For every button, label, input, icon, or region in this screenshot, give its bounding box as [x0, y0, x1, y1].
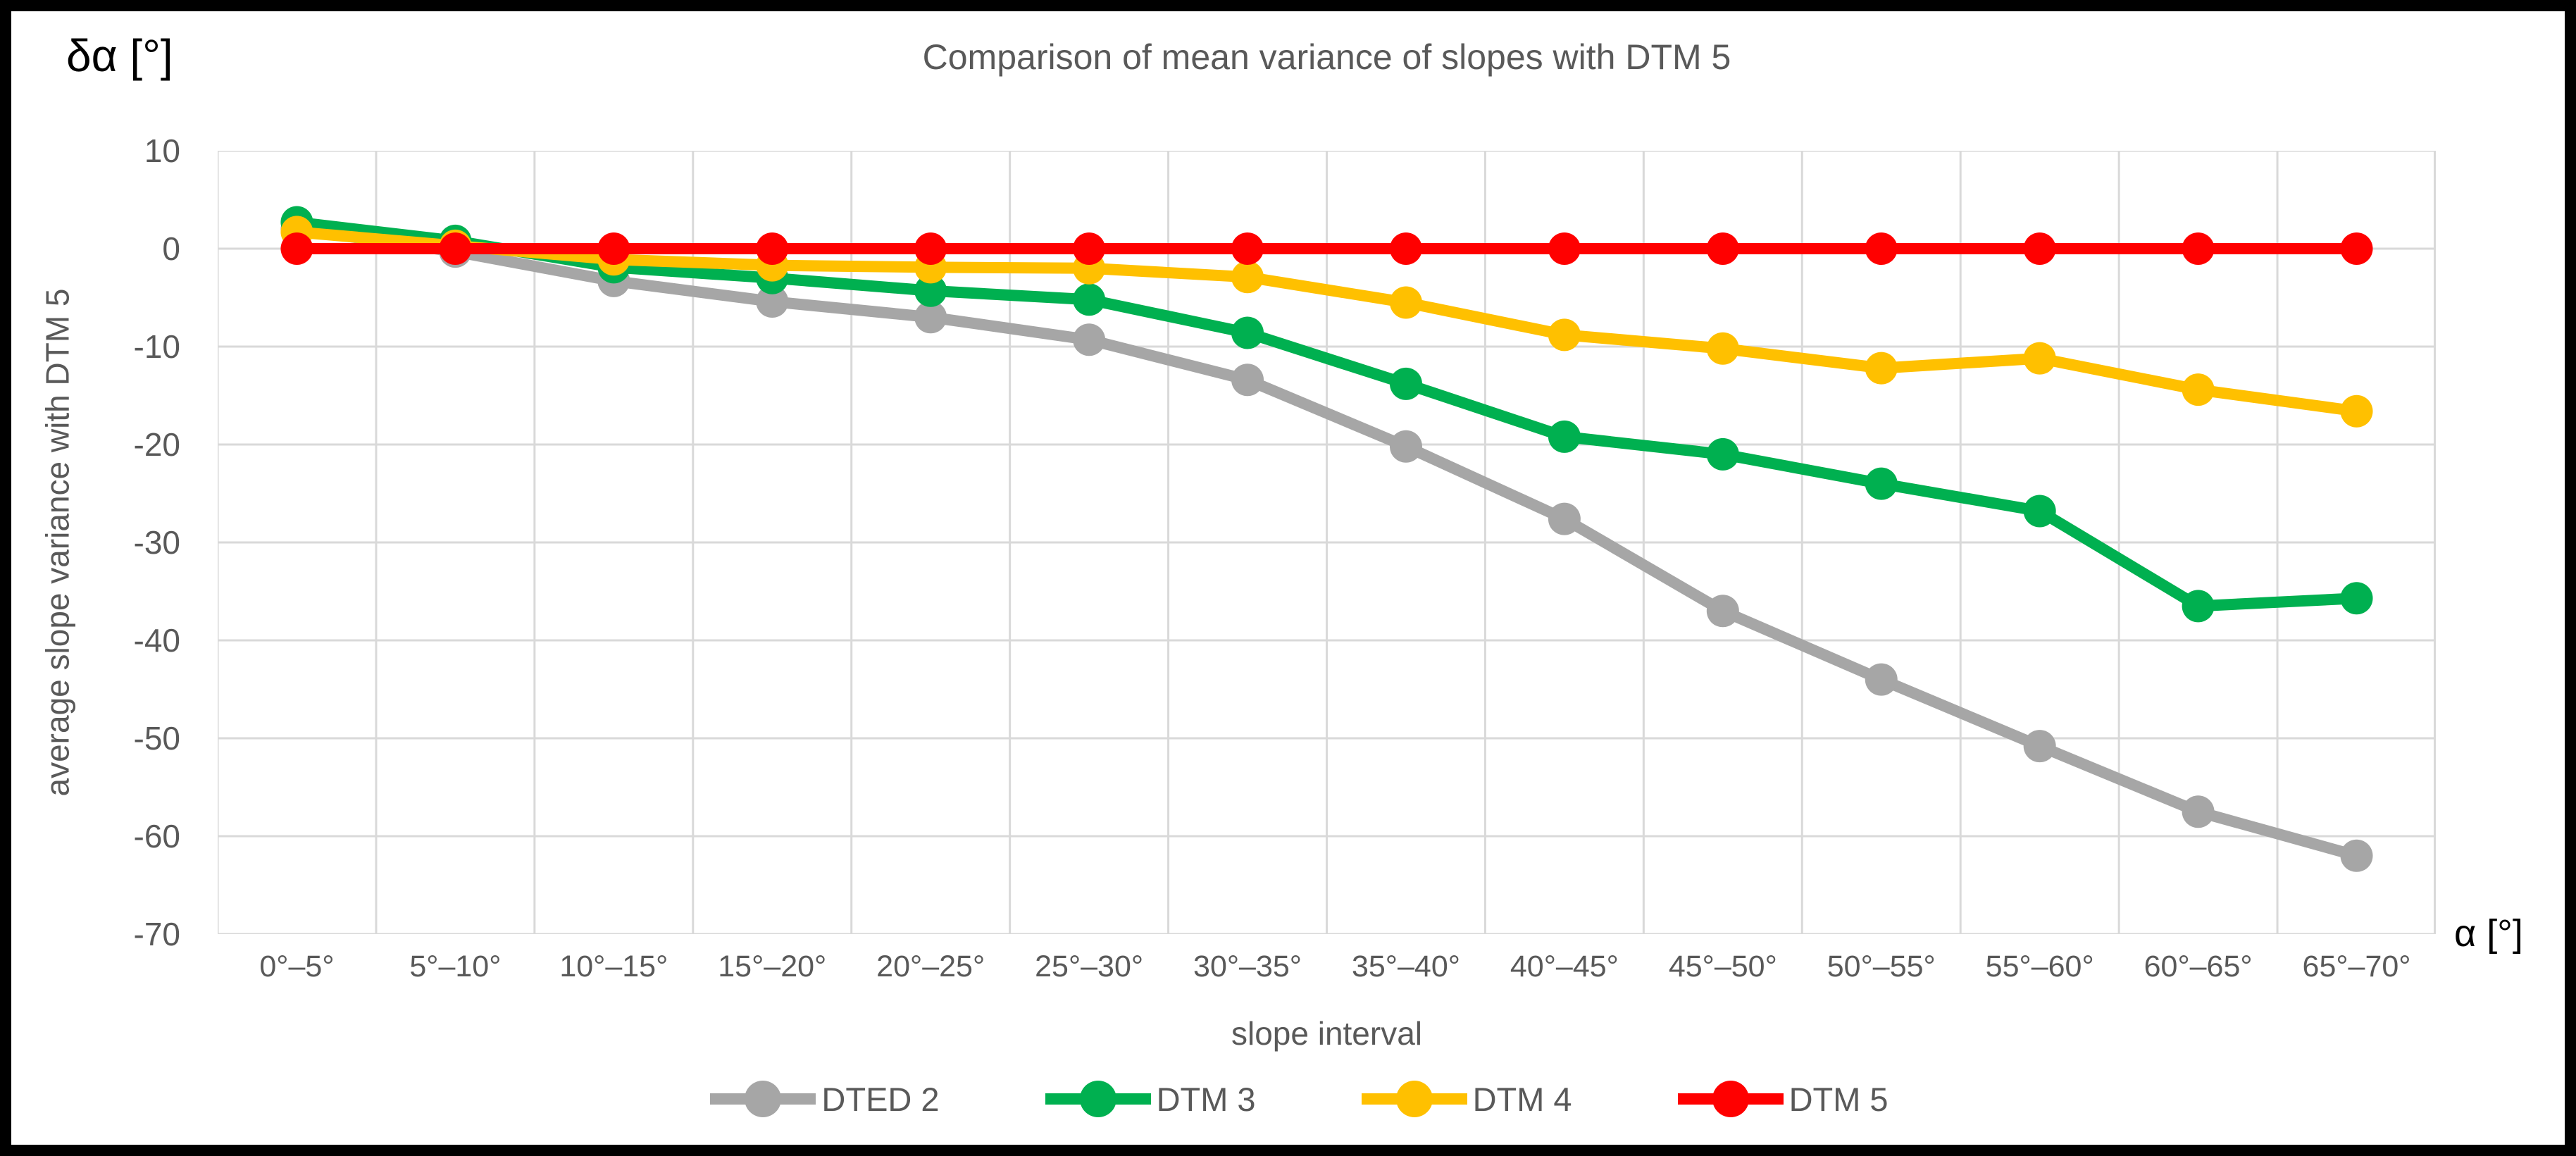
data-point-dtm-4 [2340, 394, 2373, 428]
data-point-dtm-5 [1389, 232, 1422, 265]
data-point-dtm-5 [1073, 232, 1106, 265]
data-point-dted-2 [1389, 430, 1422, 463]
data-point-dtm-5 [280, 232, 313, 265]
legend-label: DTM 4 [1472, 1080, 1572, 1118]
legend-item-dtm-3: DTM 3 [1045, 1076, 1256, 1121]
x-axis-tick-label: 50°–55° [1827, 950, 1936, 983]
legend-label: DTM 5 [1788, 1080, 1889, 1118]
y-axis-tick-label: -30 [133, 524, 180, 561]
data-point-dtm-3 [1548, 420, 1581, 453]
x-axis-tick-label: 30°–35° [1193, 950, 1302, 983]
data-point-dtm-5 [1548, 232, 1581, 265]
data-point-dtm-3 [2023, 495, 2056, 528]
data-point-dted-2 [1073, 323, 1106, 356]
y-axis-tick-label: -20 [133, 426, 180, 463]
x-axis-tick-label: 65°–70° [2302, 950, 2411, 983]
x-axis-tick-label: 5°–10° [409, 950, 502, 983]
y-axis-tick-label: -10 [133, 328, 180, 365]
data-point-dted-2 [2023, 730, 2056, 763]
data-point-dtm-3 [1231, 316, 1264, 349]
data-point-dted-2 [1706, 595, 1739, 628]
data-point-dtm-4 [2023, 342, 2056, 375]
data-point-dtm-4 [1865, 352, 1898, 385]
y-axis-tick-label: -70 [133, 916, 180, 952]
data-point-dted-2 [756, 285, 789, 318]
legend-item-dtm-5: DTM 5 [1677, 1076, 1889, 1121]
plot-area [216, 149, 2436, 936]
data-point-dtm-4 [1231, 261, 1264, 294]
data-point-dtm-3 [2340, 582, 2373, 615]
series-line-dted-2 [291, 223, 2363, 862]
data-point-dtm-4 [1548, 318, 1581, 352]
x-axis-tick-label: 10°–15° [559, 950, 668, 983]
x-axis-tick-label: 25°–30° [1035, 950, 1144, 983]
data-point-dtm-3 [1389, 367, 1422, 400]
data-point-dtm-3 [914, 274, 947, 307]
data-point-dtm-3 [1073, 283, 1106, 316]
x-axis-unit-label: α [°] [2454, 912, 2523, 955]
data-point-dtm-5 [914, 232, 947, 265]
legend-label: DTED 2 [821, 1080, 940, 1118]
data-point-dted-2 [914, 301, 947, 334]
x-axis-tick-label: 55°–60° [1985, 950, 2094, 983]
data-point-dted-2 [1865, 663, 1898, 696]
legend-swatch-icon [1045, 1081, 1151, 1117]
y-axis-tick-label: 10 [144, 132, 180, 169]
y-axis-tick-label: -60 [133, 818, 180, 854]
legend: DTED 2 DTM 3 DTM 4 DTM 5 [11, 1076, 2565, 1121]
y-axis-tick-label: -50 [133, 720, 180, 757]
legend-swatch-icon [1361, 1081, 1467, 1117]
legend-item-dtm-4: DTM 4 [1361, 1076, 1572, 1121]
data-point-dtm-4 [1706, 332, 1739, 365]
series-line-dtm-3 [291, 216, 2363, 612]
x-axis-tick-label: 20°–25° [876, 950, 985, 983]
x-axis-tick-label: 15°–20° [718, 950, 827, 983]
data-point-dtm-3 [1706, 437, 1739, 471]
data-point-dtm-3 [2182, 590, 2215, 623]
x-axis-title: slope interval [1231, 1015, 1423, 1052]
data-point-dtm-5 [2182, 232, 2215, 265]
data-point-dted-2 [1231, 363, 1264, 397]
data-point-dted-2 [2182, 795, 2215, 828]
data-point-dtm-5 [439, 232, 472, 265]
data-point-dtm-5 [597, 232, 630, 265]
legend-swatch-icon [1677, 1081, 1784, 1117]
data-point-dtm-4 [2182, 373, 2215, 406]
data-point-dtm-5 [1706, 232, 1739, 265]
legend-label: DTM 3 [1156, 1080, 1256, 1118]
plot-canvas [216, 149, 2436, 936]
y-axis-tick-label: 0 [162, 230, 180, 267]
legend-item-dted-2: DTED 2 [710, 1076, 940, 1121]
data-point-dted-2 [2340, 839, 2373, 872]
y-axis-tick-label: -40 [133, 622, 180, 659]
legend-swatch-icon [710, 1081, 816, 1117]
data-point-dtm-5 [1865, 232, 1898, 265]
x-axis-tick-label: 0°–5° [259, 950, 335, 983]
x-axis-tick-label: 60°–65° [2143, 950, 2253, 983]
data-point-dtm-5 [2023, 232, 2056, 265]
data-point-dtm-4 [1389, 286, 1422, 319]
x-axis-tick-label: 45°–50° [1668, 950, 1777, 983]
data-point-dted-2 [1548, 502, 1581, 535]
data-point-dtm-5 [756, 232, 789, 265]
data-point-dtm-5 [1231, 232, 1264, 265]
x-axis-tick-label: 40°–45° [1510, 950, 1619, 983]
data-point-dtm-3 [1865, 467, 1898, 500]
x-axis-tick-label: 35°–40° [1351, 950, 1460, 983]
series-line-dtm-4 [291, 226, 2363, 417]
chart-title: Comparison of mean variance of slopes wi… [922, 37, 1731, 77]
y-axis-unit-label: δα [°] [66, 30, 173, 81]
data-point-dtm-5 [2340, 232, 2373, 265]
